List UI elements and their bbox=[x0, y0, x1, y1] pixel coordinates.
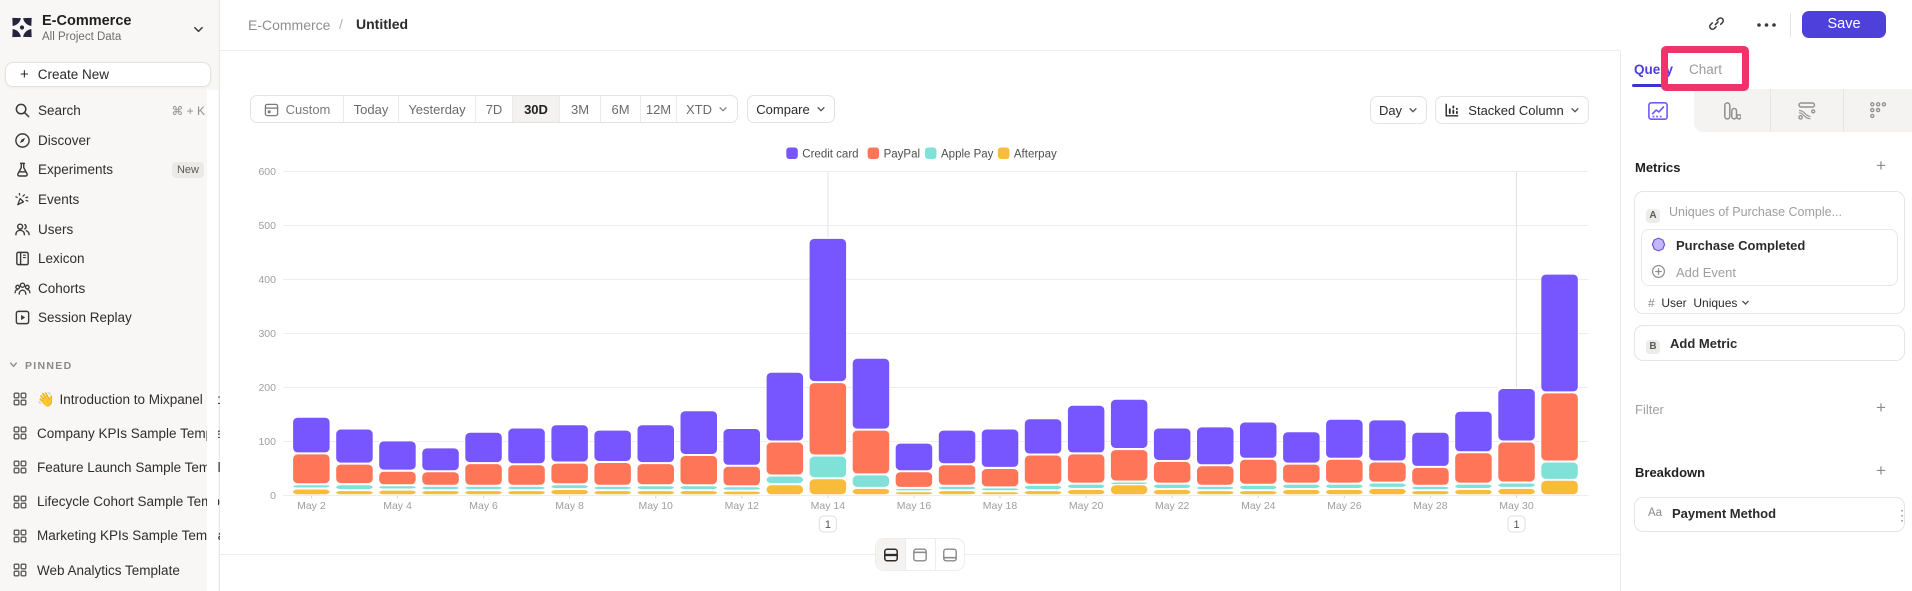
svg-text:Afterpay: Afterpay bbox=[1014, 149, 1057, 161]
svg-text:May 18: May 18 bbox=[983, 500, 1018, 512]
svg-text:Apple Pay: Apple Pay bbox=[941, 149, 994, 161]
svg-text:600: 600 bbox=[258, 166, 276, 178]
svg-text:PayPal: PayPal bbox=[884, 149, 920, 161]
svg-text:May 16: May 16 bbox=[897, 500, 932, 512]
svg-text:200: 200 bbox=[258, 382, 276, 394]
svg-text:May 6: May 6 bbox=[469, 500, 498, 512]
svg-text:May 4: May 4 bbox=[383, 500, 412, 512]
svg-text:500: 500 bbox=[258, 220, 276, 232]
svg-text:300: 300 bbox=[258, 328, 276, 340]
svg-text:Credit card: Credit card bbox=[802, 149, 858, 161]
svg-text:May 20: May 20 bbox=[1069, 500, 1104, 512]
svg-text:May 24: May 24 bbox=[1241, 500, 1276, 512]
svg-text:1: 1 bbox=[1513, 519, 1519, 531]
svg-text:0: 0 bbox=[270, 490, 276, 502]
svg-text:1: 1 bbox=[825, 519, 831, 531]
svg-text:May 2: May 2 bbox=[297, 500, 326, 512]
svg-text:400: 400 bbox=[258, 274, 276, 286]
svg-text:May 12: May 12 bbox=[725, 500, 760, 512]
svg-text:May 28: May 28 bbox=[1413, 500, 1448, 512]
svg-text:100: 100 bbox=[258, 436, 276, 448]
svg-text:May 10: May 10 bbox=[638, 500, 673, 512]
svg-text:May 8: May 8 bbox=[555, 500, 584, 512]
svg-text:May 22: May 22 bbox=[1155, 500, 1190, 512]
svg-text:May 30: May 30 bbox=[1499, 500, 1534, 512]
svg-text:May 26: May 26 bbox=[1327, 500, 1362, 512]
svg-text:May 14: May 14 bbox=[811, 500, 846, 512]
